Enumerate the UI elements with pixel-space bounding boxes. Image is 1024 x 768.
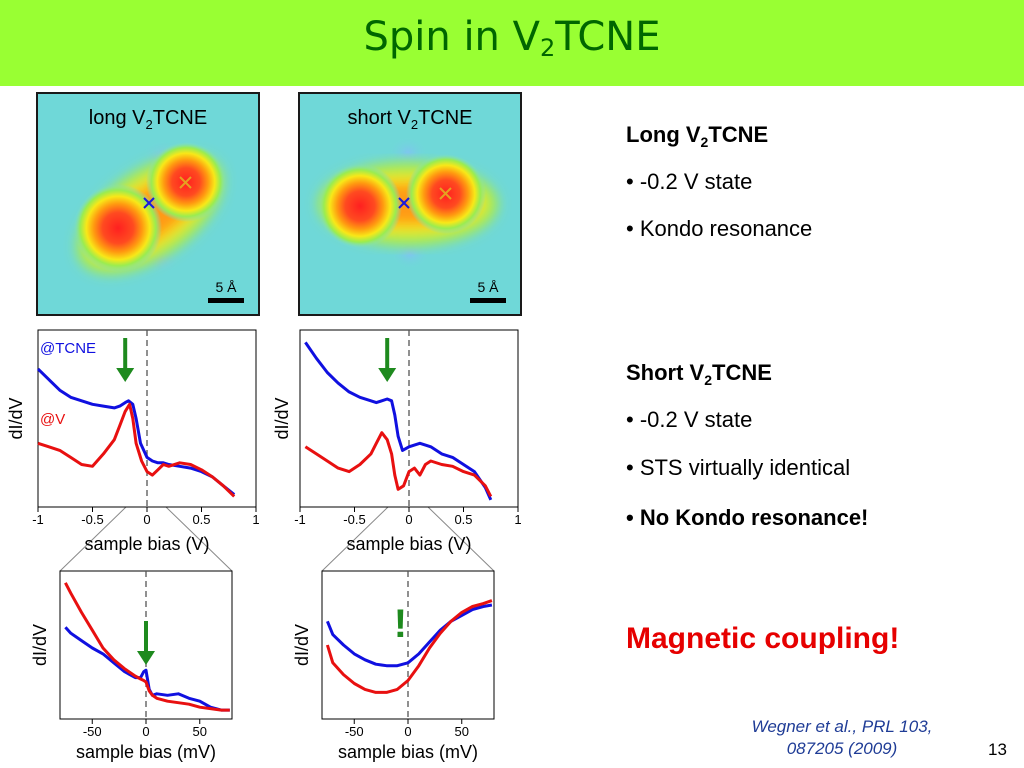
- x-tick-label: 50: [455, 724, 469, 739]
- series-v-line: [37, 402, 236, 498]
- chart-short-wide: -1 -0.5 0 0.5 1 sample bias (V) dI/dV: [272, 329, 522, 554]
- x-axis-label: sample bias (mV): [338, 742, 478, 762]
- series-v-line: [304, 431, 493, 498]
- x-tick-label: -50: [83, 724, 102, 739]
- scale-label: 5 Å: [477, 279, 499, 295]
- y-axis-label: dI/dV: [272, 397, 292, 439]
- reference-citation[interactable]: Wegner et al., PRL 103, 087205 (2009): [751, 717, 933, 758]
- x-tick-label: 0: [142, 724, 149, 739]
- v-marker-cross: [439, 187, 452, 200]
- short-bullet: • No Kondo resonance!: [626, 505, 869, 530]
- x-tick-label: 0.5: [192, 512, 210, 527]
- x-axis-label: sample bias (mV): [76, 742, 216, 762]
- stm-image-long: long V2TCNE 5 Å: [36, 92, 260, 316]
- x-axis-label: sample bias (V): [346, 534, 471, 554]
- short-heading: Short V2TCNE: [626, 360, 772, 388]
- chart-long-wide: -1 -0.5 0 0.5 1 sample bias (V) dI/dV @TCNE @V: [6, 329, 260, 554]
- legend-tcne-label: @TCNE: [40, 340, 96, 357]
- page-number: 13: [988, 740, 1007, 759]
- x-tick-label: 0: [143, 512, 150, 527]
- short-bullet: • -0.2 V state: [626, 407, 753, 432]
- v-marker-cross: [179, 176, 192, 189]
- chart-long-zoom: -50 0 50 sample bias (mV) dI/dV: [30, 570, 233, 762]
- x-tick-label: -1: [32, 512, 44, 527]
- x-tick-label: -0.5: [81, 512, 103, 527]
- scale-bar: [208, 298, 244, 303]
- x-tick-label: 50: [193, 724, 207, 739]
- y-axis-label: dI/dV: [30, 624, 50, 666]
- series-tcne-line: [326, 603, 493, 668]
- series-tcne-line: [304, 341, 493, 501]
- image-title: short V2TCNE: [347, 107, 472, 132]
- series-tcne-line: [36, 367, 236, 496]
- tcne-marker-cross: [398, 197, 410, 209]
- x-tick-label: 1: [514, 512, 521, 527]
- series-v-line: [325, 599, 493, 694]
- x-tick-label: 0.5: [454, 512, 472, 527]
- y-axis-label: dI/dV: [292, 624, 312, 666]
- x-axis-label: sample bias (V): [84, 534, 209, 554]
- long-heading: Long V2TCNE: [626, 122, 769, 150]
- long-bullet: • -0.2 V state: [626, 169, 753, 194]
- series-v-line: [64, 582, 230, 712]
- exclamation-marker: !: [394, 602, 407, 646]
- scale-label: 5 Å: [215, 279, 237, 295]
- short-bullet: • STS virtually identical: [626, 455, 851, 480]
- arrow-head-icon: [116, 368, 135, 382]
- long-bullet: • Kondo resonance: [626, 216, 813, 241]
- x-tick-label: -0.5: [343, 512, 365, 527]
- title-bar: [0, 0, 1024, 86]
- arrow-head-icon: [378, 368, 397, 382]
- chart-short-zoom: -50 0 50 sample bias (mV) dI/dV!: [292, 570, 495, 762]
- slide-title: Spin in V2TCNE: [363, 14, 661, 62]
- series-tcne-line: [64, 626, 230, 712]
- scale-bar: [470, 298, 506, 303]
- conclusion-text: Magnetic coupling!: [626, 622, 900, 655]
- legend-v-label: @V: [40, 411, 65, 428]
- x-tick-label: -1: [294, 512, 306, 527]
- y-axis-label: dI/dV: [6, 397, 26, 439]
- x-tick-label: -50: [345, 724, 364, 739]
- tcne-marker-cross: [143, 197, 155, 209]
- zoom-connector: [59, 506, 495, 572]
- stm-image-short: short V2TCNE 5 Å: [298, 92, 522, 316]
- plot-frame: [37, 329, 257, 508]
- plot-frame: [299, 329, 519, 508]
- x-tick-label: 1: [252, 512, 259, 527]
- image-title: long V2TCNE: [89, 107, 207, 132]
- x-tick-label: 0: [405, 512, 412, 527]
- x-tick-label: 0: [404, 724, 411, 739]
- arrow-head-icon: [137, 651, 155, 665]
